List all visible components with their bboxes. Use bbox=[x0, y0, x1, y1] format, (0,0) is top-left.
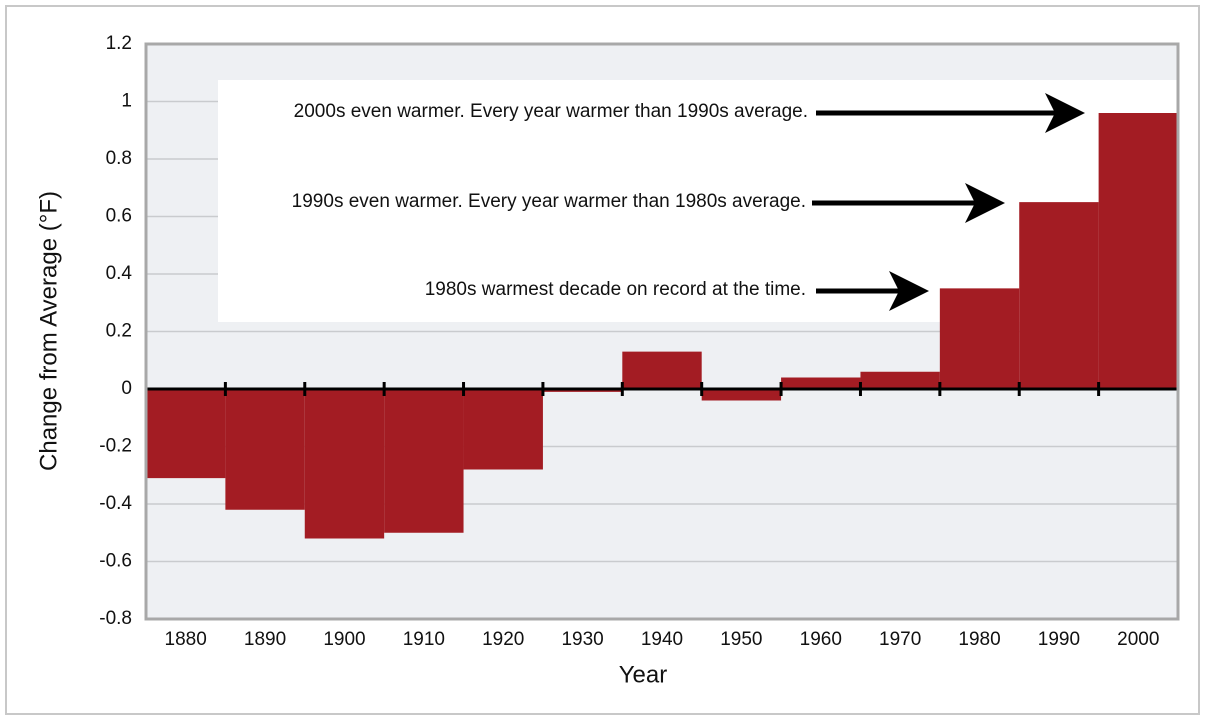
bar bbox=[146, 389, 226, 479]
bar bbox=[622, 351, 702, 389]
x-axis-title: Year bbox=[619, 661, 668, 688]
y-tick-label: 1.2 bbox=[106, 33, 132, 54]
x-tick-label: 1960 bbox=[800, 629, 842, 650]
bar bbox=[1098, 113, 1178, 389]
bar bbox=[225, 389, 305, 510]
x-tick-label: 1970 bbox=[879, 629, 921, 650]
frame bbox=[5, 5, 1200, 715]
plot-border bbox=[144, 42, 1180, 621]
x-tick-label: 1890 bbox=[244, 629, 286, 650]
annotation: 1990s even warmer. Every year warmer tha… bbox=[292, 191, 806, 212]
x-tick-label: 1910 bbox=[403, 629, 445, 650]
x-tick-label: 1920 bbox=[482, 629, 524, 650]
bar bbox=[304, 389, 385, 539]
bar bbox=[860, 371, 940, 389]
y-tick-label: 1 bbox=[121, 91, 132, 112]
x-tick-label: 1950 bbox=[720, 629, 762, 650]
x-tick-label: 1990 bbox=[1038, 629, 1080, 650]
y-tick-label: 0 bbox=[121, 378, 132, 399]
y-tick-label: 0.8 bbox=[106, 148, 132, 169]
x-tick-label: 1980 bbox=[958, 629, 1000, 650]
bar bbox=[781, 377, 861, 389]
bars bbox=[146, 113, 1178, 539]
bar bbox=[701, 389, 782, 401]
annotation-box bbox=[218, 80, 1178, 322]
x-tick-label: 2000 bbox=[1117, 629, 1159, 650]
bar bbox=[384, 389, 464, 533]
bar bbox=[463, 389, 543, 470]
annotation: 1980s warmest decade on record at the ti… bbox=[425, 279, 806, 300]
y-tick-label: -0.2 bbox=[99, 436, 132, 457]
zero-axis bbox=[146, 382, 1178, 396]
y-tick-label: -0.8 bbox=[99, 608, 132, 629]
y-tick-label: 0.6 bbox=[106, 206, 132, 227]
y-axis-title: Change from Average (°F) bbox=[35, 191, 62, 471]
bar bbox=[1019, 202, 1099, 389]
x-tick-label: 1940 bbox=[641, 629, 683, 650]
y-tick-label: -0.6 bbox=[99, 551, 132, 572]
x-tick-label: 1900 bbox=[323, 629, 365, 650]
annotation: 2000s even warmer. Every year warmer tha… bbox=[294, 101, 808, 122]
y-tick-label: -0.4 bbox=[99, 493, 132, 514]
y-tick-label: 0.4 bbox=[106, 263, 133, 284]
x-tick-label: 1880 bbox=[165, 629, 207, 650]
bar bbox=[939, 288, 1020, 389]
y-tick-label: 0.2 bbox=[106, 321, 132, 342]
x-tick-label: 1930 bbox=[561, 629, 603, 650]
